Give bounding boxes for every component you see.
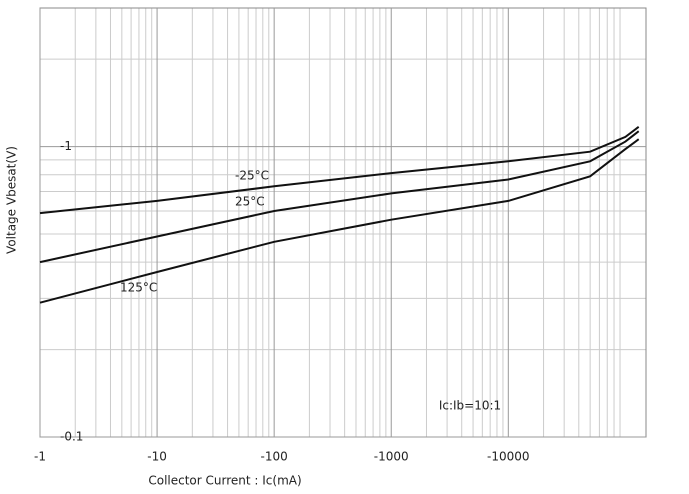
series-label: 25°C <box>235 195 265 209</box>
x-tick-label: -10 <box>147 450 167 464</box>
y-axis-label: Voltage Vbesat(V) <box>5 146 19 254</box>
series-line <box>39 138 640 304</box>
y-tick-label: -1 <box>60 139 72 153</box>
x-tick-label: -1 <box>34 450 46 464</box>
x-tick-label: -100 <box>261 450 288 464</box>
x-tick-label: -1000 <box>374 450 409 464</box>
x-axis-label: Collector Current : Ic(mA) <box>148 474 301 488</box>
series-line <box>39 130 640 264</box>
series-label: 125°C <box>120 281 157 295</box>
y-tick-label: -0.1 <box>60 430 83 444</box>
series-label: -25°C <box>235 169 269 183</box>
annotation: Ic:Ib=10:1 <box>439 399 501 413</box>
x-tick-label: -10000 <box>487 450 530 464</box>
series-line <box>39 126 640 215</box>
